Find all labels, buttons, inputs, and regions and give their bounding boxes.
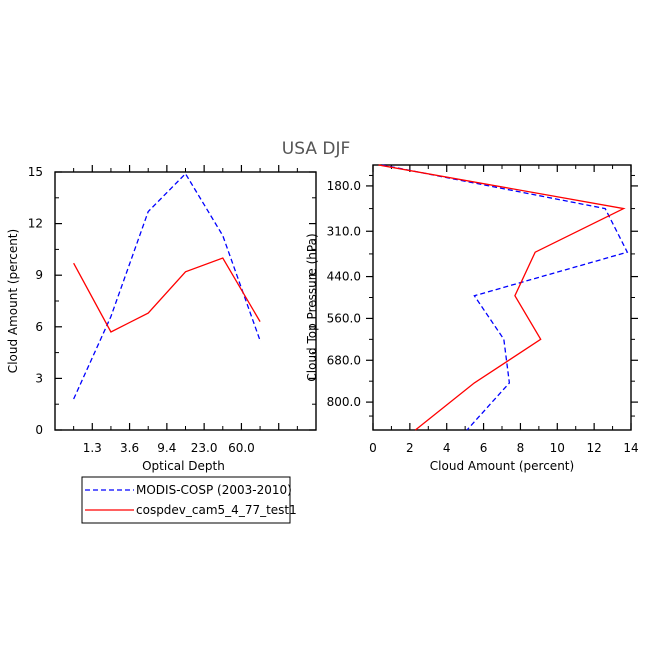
x-axis-label: Cloud Amount (percent) <box>430 459 574 473</box>
x-tick-label: 9.4 <box>157 441 176 455</box>
x-axis-label: Optical Depth <box>142 459 225 473</box>
x-tick-label: 3.6 <box>120 441 139 455</box>
x-tick-label: 4 <box>443 441 451 455</box>
y-tick-label: 9 <box>35 268 43 282</box>
y-axis-label: Cloud Top Pressure (hPa) <box>305 233 319 381</box>
y-tick-label: 15 <box>28 165 43 179</box>
y-tick-label: 440.0 <box>327 270 361 284</box>
y-tick-label: 3 <box>35 371 43 385</box>
series-line-observed <box>382 164 629 431</box>
chart-title: USA DJF <box>282 139 350 159</box>
legend-label: MODIS-COSP (2003-2010) <box>136 483 292 497</box>
y-tick-label: 6 <box>35 320 43 334</box>
y-tick-label: 680.0 <box>327 353 361 367</box>
x-tick-label: 60.0 <box>228 441 255 455</box>
x-tick-label: 1.3 <box>83 441 102 455</box>
x-tick-label: 12 <box>587 441 602 455</box>
y-tick-label: 560.0 <box>327 311 361 325</box>
x-tick-label: 0 <box>369 441 377 455</box>
y-tick-label: 800.0 <box>327 395 361 409</box>
y-tick-label: 180.0 <box>327 179 361 193</box>
y-tick-label: 12 <box>28 217 43 231</box>
legend-label: cospdev_cam5_4_77_test1 <box>136 503 297 517</box>
x-tick-label: 2 <box>406 441 414 455</box>
y-tick-label: 0 <box>35 423 43 437</box>
y-tick-label: 310.0 <box>327 224 361 238</box>
x-tick-label: 23.0 <box>191 441 218 455</box>
y-axis-label: Cloud Amount (percent) <box>6 229 20 373</box>
plot-frame <box>372 164 632 431</box>
x-tick-label: 6 <box>480 441 488 455</box>
series-line-model <box>73 257 261 333</box>
legend-box <box>81 476 291 524</box>
x-tick-label: 10 <box>550 441 565 455</box>
x-tick-label: 14 <box>623 441 638 455</box>
series-line-observed <box>73 172 261 400</box>
pressure-panel: 0 2 4 6 8 10 12 14 180.0 310.0 440.0 560.0 680.0 800.… <box>305 164 639 473</box>
x-tick-label: 8 <box>517 441 525 455</box>
legend: MODIS-COSP (2003-2010) cospdev_cam5_4_77_… <box>81 476 297 524</box>
